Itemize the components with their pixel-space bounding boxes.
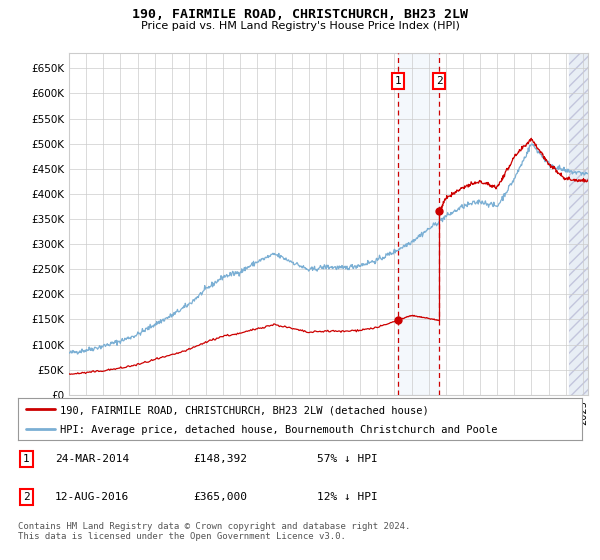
Text: 12-AUG-2016: 12-AUG-2016 — [55, 492, 129, 502]
Text: 2: 2 — [436, 76, 443, 86]
Text: Price paid vs. HM Land Registry's House Price Index (HPI): Price paid vs. HM Land Registry's House … — [140, 21, 460, 31]
Text: 57% ↓ HPI: 57% ↓ HPI — [317, 454, 377, 464]
Text: HPI: Average price, detached house, Bournemouth Christchurch and Poole: HPI: Average price, detached house, Bour… — [60, 424, 498, 435]
Bar — [569, 53, 588, 395]
Text: 1: 1 — [395, 76, 401, 86]
Text: Contains HM Land Registry data © Crown copyright and database right 2024.
This d: Contains HM Land Registry data © Crown c… — [18, 522, 410, 542]
Text: £148,392: £148,392 — [193, 454, 247, 464]
Bar — [398, 53, 439, 395]
Text: 2: 2 — [23, 492, 30, 502]
Text: 190, FAIRMILE ROAD, CHRISTCHURCH, BH23 2LW (detached house): 190, FAIRMILE ROAD, CHRISTCHURCH, BH23 2… — [60, 405, 429, 415]
Text: 24-MAR-2014: 24-MAR-2014 — [55, 454, 129, 464]
Text: 190, FAIRMILE ROAD, CHRISTCHURCH, BH23 2LW: 190, FAIRMILE ROAD, CHRISTCHURCH, BH23 2… — [132, 8, 468, 21]
Bar — [569, 53, 588, 395]
Text: 1: 1 — [23, 454, 30, 464]
Text: £365,000: £365,000 — [193, 492, 247, 502]
Text: 12% ↓ HPI: 12% ↓ HPI — [317, 492, 377, 502]
